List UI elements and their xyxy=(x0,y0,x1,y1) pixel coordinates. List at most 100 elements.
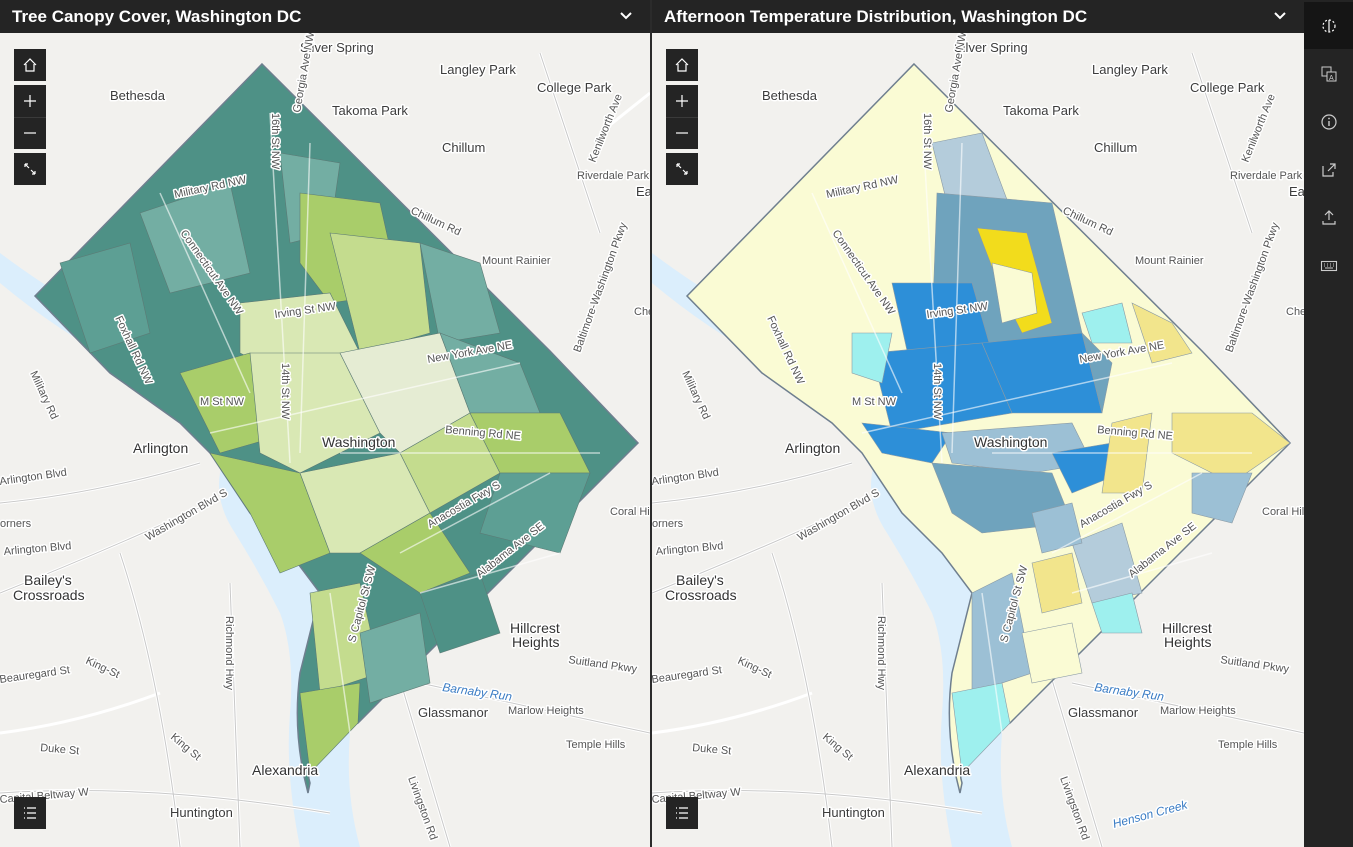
label-baileys: Bailey's xyxy=(24,572,72,588)
label-glassmanor: Glassmanor xyxy=(1068,705,1139,720)
label-heights: Heights xyxy=(512,634,559,650)
panel-title-bar[interactable]: Afternoon Temperature Distribution, Wash… xyxy=(652,0,1304,33)
label-barnaby-run: Barnaby Run xyxy=(442,680,514,704)
legend-button[interactable] xyxy=(666,797,698,829)
label-washington: Washington xyxy=(974,434,1047,450)
label-king-st-left: King-St xyxy=(84,655,122,681)
chevron-down-icon[interactable] xyxy=(616,6,636,26)
label-coral-hills: Coral Hil xyxy=(610,506,650,518)
panel-title: Tree Canopy Cover, Washington DC xyxy=(12,6,302,26)
label-temple-hills: Temple Hills xyxy=(566,739,626,751)
label-crossroads: Crossroads xyxy=(13,587,85,603)
legend-icon xyxy=(24,807,36,819)
label-alexandria: Alexandria xyxy=(904,762,970,778)
app-sidebar: A xyxy=(1304,0,1353,847)
label-livingston-rd: Livingston Rd xyxy=(405,775,439,842)
label-arlington-blvd-top: Arlington Blvd xyxy=(652,467,720,488)
label-bethesda: Bethesda xyxy=(762,88,818,103)
label-16th-st: 16th St NW xyxy=(921,113,933,170)
fullscreen-icon xyxy=(24,163,36,175)
label-heights: Heights xyxy=(1164,634,1211,650)
export-button[interactable] xyxy=(1304,194,1353,241)
zoom-in-button[interactable] xyxy=(14,85,46,117)
label-washington-blvd: Washington Blvd S xyxy=(144,487,230,544)
label-suitland-pkwy: Suitland Pkwy xyxy=(1220,654,1291,676)
label-livingston-rd: Livingston Rd xyxy=(1057,775,1091,842)
info-button[interactable] xyxy=(1304,98,1353,145)
home-icon xyxy=(23,58,37,72)
label-king-st: King St xyxy=(168,731,203,763)
label-corners: orners xyxy=(652,518,684,530)
map-panel-left: Tree Canopy Cover, Washington DC xyxy=(0,0,650,847)
label-washington: Washington xyxy=(322,434,395,450)
label-takoma-park: Takoma Park xyxy=(332,103,408,118)
map-view[interactable]: Silver Spring Langley Park Bethesda Coll… xyxy=(0,33,650,847)
label-silver-spring: Silver Spring xyxy=(954,40,1028,55)
zoom-out-button[interactable] xyxy=(666,117,698,149)
label-arlington-blvd: Arlington Blvd xyxy=(655,540,724,558)
label-college-park: College Park xyxy=(537,80,612,95)
export-icon xyxy=(1321,209,1336,225)
label-baileys: Bailey's xyxy=(676,572,724,588)
label-hillcrest: Hillcrest xyxy=(510,620,560,636)
swipe-button[interactable] xyxy=(1304,2,1353,49)
fullscreen-button[interactable] xyxy=(666,153,698,185)
label-duke-st: Duke St xyxy=(692,742,732,757)
share-icon xyxy=(1321,162,1336,177)
label-arlington-blvd-top: Arlington Blvd xyxy=(0,467,68,488)
label-m-st: M St NW xyxy=(200,396,245,408)
label-corners: orners xyxy=(0,518,32,530)
label-military-rd: Military Rd xyxy=(27,369,60,421)
map-view[interactable]: Silver Spring Langley Park Bethesda Coll… xyxy=(652,33,1304,847)
label-chillum: Chillum xyxy=(1094,140,1137,155)
label-hillcrest: Hillcrest xyxy=(1162,620,1212,636)
panel-divider[interactable] xyxy=(650,0,652,847)
legend-icon xyxy=(676,807,688,819)
zoom-out-button[interactable] xyxy=(14,117,46,149)
fullscreen-icon xyxy=(676,163,688,175)
label-baltimore-washington-pkwy: Baltimore-Washington Pkwy xyxy=(1224,221,1282,354)
zoom-out-icon xyxy=(24,132,36,134)
canopy-districts xyxy=(59,152,591,774)
label-ea: Ea xyxy=(636,184,650,199)
legend-button[interactable] xyxy=(14,797,46,829)
swipe-icon xyxy=(1321,18,1336,33)
svg-text:A: A xyxy=(1329,75,1334,82)
label-military-rd: Military Rd xyxy=(679,369,712,421)
label-alexandria: Alexandria xyxy=(252,762,318,778)
label-marlow-heights: Marlow Heights xyxy=(1160,705,1236,717)
home-button[interactable] xyxy=(14,49,46,81)
label-henson-creek: Henson Creek xyxy=(1111,797,1190,831)
share-button[interactable] xyxy=(1304,146,1353,193)
zoom-out-icon xyxy=(676,132,688,134)
label-14th-st: 14th St NW xyxy=(279,363,291,420)
label-king-st-left: King-St xyxy=(736,655,774,681)
label-baltimore-washington-pkwy: Baltimore-Washington Pkwy xyxy=(572,221,630,354)
home-button[interactable] xyxy=(666,49,698,81)
label-georgia-ave: Georgia Ave NW xyxy=(291,33,317,114)
map-panel-right: Afternoon Temperature Distribution, Wash… xyxy=(652,0,1304,847)
label-silver-spring: Silver Spring xyxy=(300,40,374,55)
label-suitland-pkwy: Suitland Pkwy xyxy=(568,654,639,676)
label-arlington-blvd: Arlington Blvd xyxy=(3,540,72,558)
label-richmond-hwy: Richmond Hwy xyxy=(223,616,235,690)
label-mount-rainier: Mount Rainier xyxy=(482,255,551,267)
keyboard-button[interactable] xyxy=(1304,242,1353,289)
label-che: Che xyxy=(634,306,650,318)
label-che: Che xyxy=(1286,306,1304,318)
label-bethesda: Bethesda xyxy=(110,88,166,103)
label-beauregard-st: Beauregard St xyxy=(652,664,723,686)
label-college-park: College Park xyxy=(1190,80,1265,95)
label-riverdale-park: Riverdale Park xyxy=(1230,170,1303,182)
label-riverdale-park: Riverdale Park xyxy=(577,170,650,182)
chevron-down-icon[interactable] xyxy=(1270,6,1290,26)
label-huntington: Huntington xyxy=(822,805,885,820)
label-glassmanor: Glassmanor xyxy=(418,705,489,720)
zoom-in-button[interactable] xyxy=(666,85,698,117)
translate-button[interactable]: A xyxy=(1304,50,1353,97)
translate-icon: A xyxy=(1321,66,1336,82)
label-langley-park: Langley Park xyxy=(1092,62,1168,77)
fullscreen-button[interactable] xyxy=(14,153,46,185)
panel-title-bar[interactable]: Tree Canopy Cover, Washington DC xyxy=(0,0,650,33)
zoom-in-icon xyxy=(24,95,36,107)
